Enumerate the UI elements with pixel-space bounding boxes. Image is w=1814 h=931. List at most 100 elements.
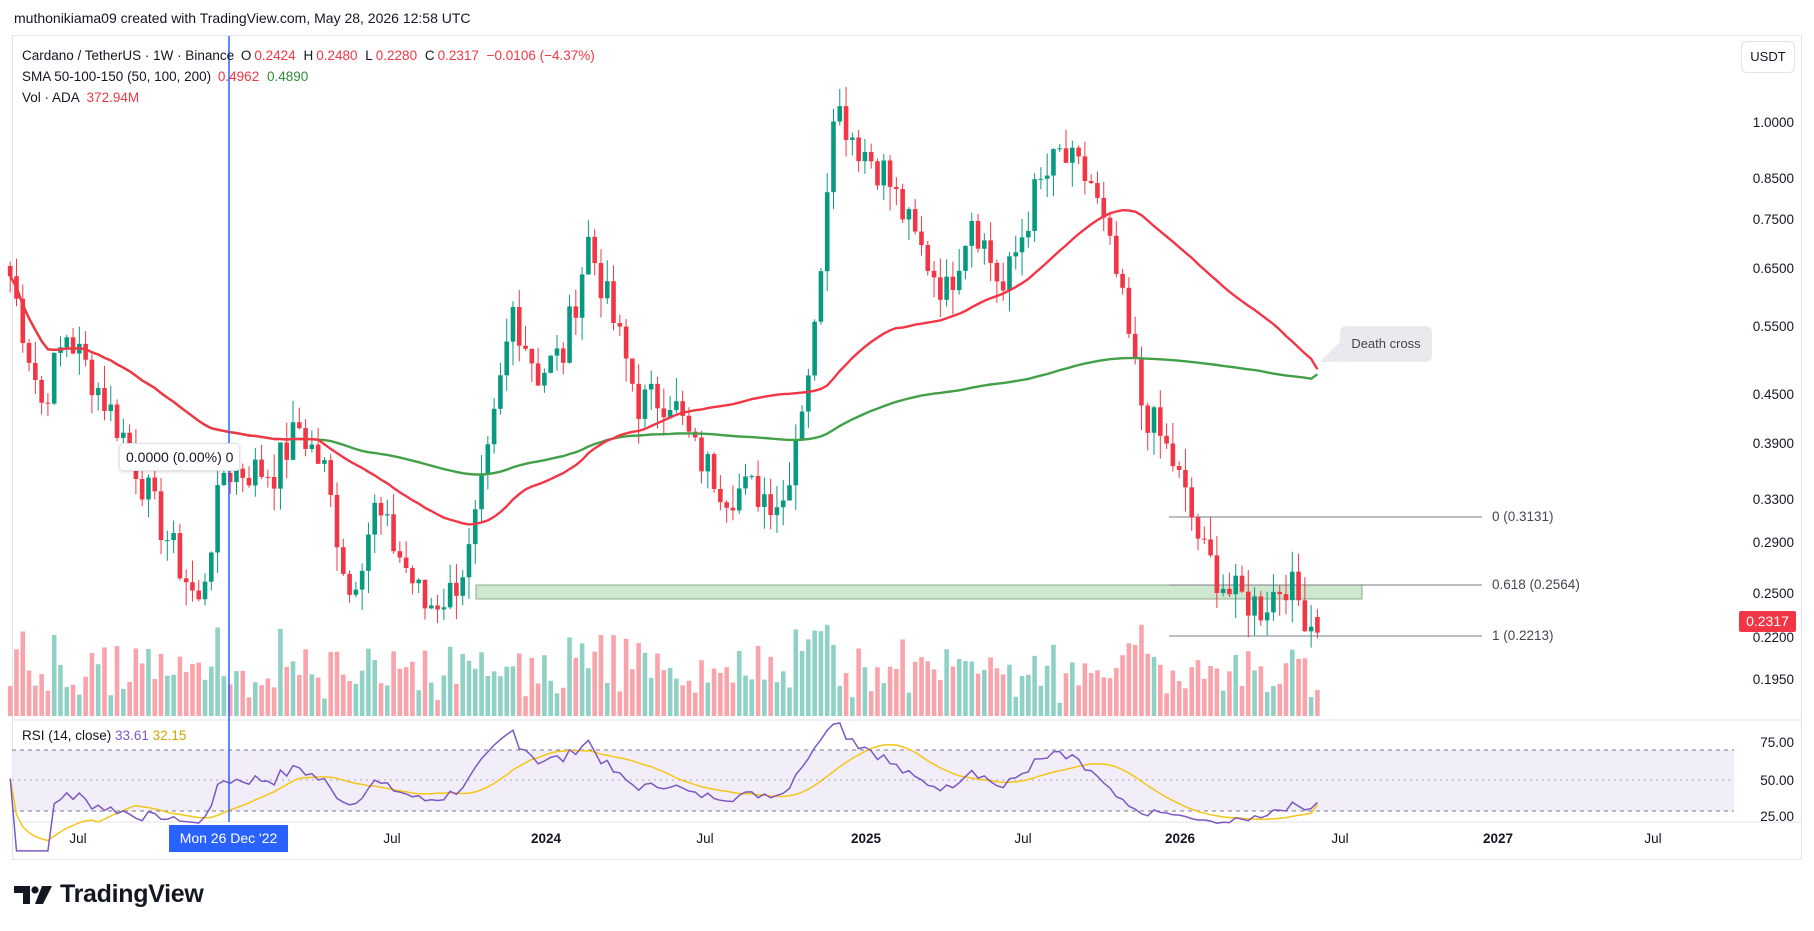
time-axis[interactable]: Jul Jul 2024 Jul 2025 Jul 2026 Jul 2027 … bbox=[69, 831, 1661, 846]
sma-fast-line[interactable] bbox=[9, 208, 1319, 526]
candle-body bbox=[1264, 612, 1270, 621]
legend-ohlc-row[interactable]: Cardano / TetherUS · 1W · Binance O 0.242… bbox=[22, 45, 599, 66]
candle-body bbox=[912, 209, 918, 232]
candle-body bbox=[340, 547, 346, 574]
volume-bar bbox=[875, 667, 880, 716]
volume-bar bbox=[196, 662, 202, 716]
candle-body bbox=[736, 488, 742, 511]
volume-bar bbox=[567, 637, 572, 716]
volume-bar bbox=[1289, 649, 1295, 716]
volume-bar bbox=[290, 661, 296, 716]
volume-bar bbox=[598, 635, 604, 716]
volume-bar bbox=[680, 685, 685, 716]
volume-bar bbox=[1070, 662, 1075, 716]
volume-bar bbox=[1258, 666, 1264, 716]
chart-frame bbox=[12, 35, 1802, 860]
volume-bar bbox=[435, 699, 440, 716]
candle-body bbox=[755, 475, 761, 507]
candle-body bbox=[491, 408, 497, 445]
rsi-line[interactable] bbox=[9, 722, 1318, 852]
candle-body bbox=[1139, 357, 1144, 406]
candle-body bbox=[868, 152, 874, 162]
volume-bar bbox=[718, 672, 723, 716]
candle-body bbox=[630, 358, 635, 384]
candle-body bbox=[403, 557, 409, 569]
volume-bar bbox=[812, 630, 817, 716]
candle-body bbox=[108, 404, 114, 411]
volume-bar bbox=[1000, 674, 1006, 716]
volume-bar bbox=[1233, 655, 1239, 716]
candle-body bbox=[1070, 147, 1075, 163]
legend-volume-row[interactable]: Vol · ADA 372.94M bbox=[22, 87, 599, 108]
volume-bar bbox=[1164, 693, 1169, 716]
candle-body bbox=[89, 359, 95, 396]
volume-bar bbox=[152, 679, 158, 716]
time-label: Jul bbox=[1014, 831, 1031, 846]
candle-body bbox=[1277, 591, 1283, 595]
volume-bar bbox=[950, 666, 956, 716]
volume-label: Vol · ADA bbox=[22, 90, 80, 105]
time-label: Jul bbox=[1331, 831, 1348, 846]
time-label-year: 2026 bbox=[1165, 831, 1196, 846]
candle-body bbox=[843, 106, 849, 140]
candles bbox=[7, 86, 1320, 648]
volume-bar bbox=[1271, 686, 1276, 716]
volume-bar bbox=[642, 652, 648, 716]
volume-bar bbox=[780, 671, 786, 716]
rsi-legend[interactable]: RSI (14, close) 33.61 32.15 bbox=[22, 728, 186, 743]
candle-body bbox=[70, 337, 76, 354]
candle-body bbox=[674, 401, 679, 411]
candle-body bbox=[428, 605, 434, 609]
volume-bar bbox=[529, 658, 535, 716]
volume-bar bbox=[824, 624, 830, 716]
volume-bar bbox=[366, 648, 371, 716]
volume-bar bbox=[617, 691, 623, 716]
candle-body bbox=[1315, 617, 1320, 633]
death-cross-callout[interactable]: Death cross bbox=[1340, 326, 1432, 362]
candle-body bbox=[1038, 178, 1044, 180]
volume-bar bbox=[485, 675, 491, 716]
candle-body bbox=[416, 579, 422, 584]
candle-body bbox=[278, 442, 283, 489]
volume-bar bbox=[686, 680, 692, 716]
volume-bar bbox=[843, 673, 849, 716]
candle-body bbox=[315, 444, 321, 464]
chart-legend: Cardano / TetherUS · 1W · Binance O 0.242… bbox=[22, 45, 599, 108]
candle-body bbox=[322, 460, 327, 464]
price-axis[interactable]: 1.0000 0.8500 0.7500 0.6500 0.5500 0.450… bbox=[1753, 115, 1794, 824]
candle-body bbox=[447, 582, 453, 608]
tradingview-brand[interactable]: TradingView bbox=[14, 880, 204, 909]
candle-body bbox=[623, 326, 629, 359]
volume-bar bbox=[384, 685, 390, 716]
price-tick: 0.2500 bbox=[1753, 586, 1794, 601]
volume-bar bbox=[1132, 644, 1138, 716]
legend-sma-row[interactable]: SMA 50-100-150 (50, 100, 200) 0.4962 0.4… bbox=[22, 66, 599, 87]
volume-bar bbox=[655, 653, 660, 716]
candle-body bbox=[177, 533, 183, 579]
candle-body bbox=[598, 263, 604, 299]
candle-body bbox=[919, 231, 924, 246]
symbol-label[interactable]: Cardano / TetherUS · 1W · Binance bbox=[22, 48, 235, 63]
candle-body bbox=[45, 402, 51, 404]
volume-bar bbox=[102, 647, 107, 716]
candle-body bbox=[963, 245, 968, 271]
support-zone[interactable] bbox=[475, 584, 1363, 600]
candle-body bbox=[516, 307, 522, 346]
candle-body bbox=[1245, 591, 1251, 616]
candle-body bbox=[887, 160, 893, 187]
crosshair-date-badge: Mon 26 Dec '22 bbox=[169, 825, 288, 852]
currency-button[interactable]: USDT bbox=[1741, 41, 1795, 73]
volume-bar bbox=[504, 666, 509, 716]
candle-body bbox=[183, 578, 189, 583]
candle-body bbox=[881, 160, 887, 186]
volume-bar bbox=[667, 667, 673, 716]
volume-bar bbox=[535, 683, 541, 716]
volume-bar bbox=[479, 652, 484, 716]
volume-bar bbox=[359, 670, 365, 716]
volume-bar bbox=[1183, 688, 1188, 716]
candle-body bbox=[1120, 273, 1125, 288]
price-tick: 0.8500 bbox=[1753, 171, 1794, 186]
candle-body bbox=[586, 236, 591, 275]
volume-bar bbox=[39, 674, 44, 716]
